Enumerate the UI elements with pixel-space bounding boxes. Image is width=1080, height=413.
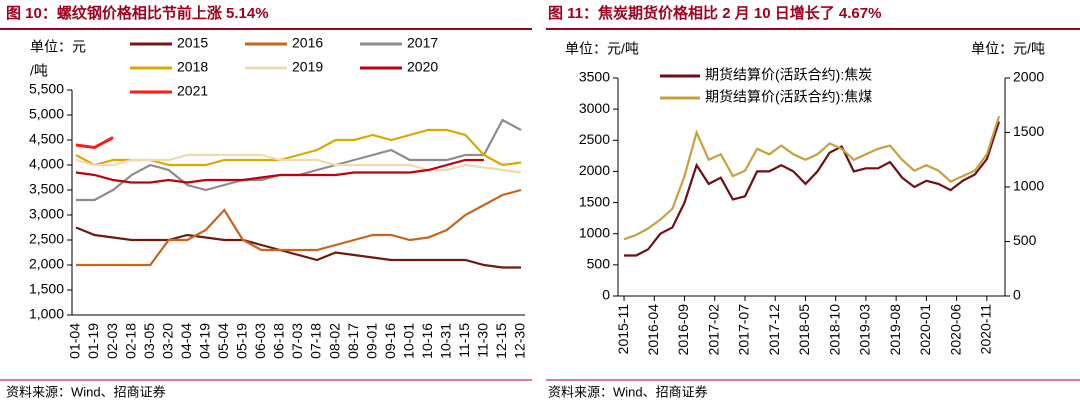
- x-tick-label: 11-15: [456, 323, 472, 358]
- y-tick-label: 3,000: [29, 206, 64, 222]
- y2-unit: 单位：元/吨: [971, 41, 1045, 57]
- y2-tick-label: 1500: [1013, 123, 1044, 139]
- x-tick-label: 07-03: [289, 323, 305, 359]
- y-tick-label: 1000: [579, 224, 610, 240]
- y2-tick-label: 0: [1013, 287, 1021, 303]
- legend-label: 期货结算价(活跃合约):焦炭: [705, 67, 872, 83]
- legend-label: 2020: [407, 59, 438, 75]
- x-tick-label: 2017-02: [705, 304, 721, 356]
- y2-tick-label: 2000: [1013, 69, 1044, 85]
- chart-title: 图 11：焦炭期货价格相比 2 月 10 日增长了 4.67%: [548, 4, 881, 22]
- y2-tick-label: 500: [1013, 232, 1037, 248]
- x-tick-label: 05-04: [215, 323, 231, 359]
- y-tick-label: 2,500: [29, 231, 64, 247]
- x-tick-label: 08-02: [326, 323, 342, 359]
- y-tick-label: 0: [602, 287, 610, 303]
- y-tick-label: 1500: [579, 193, 610, 209]
- x-tick-label: 2018-05: [796, 304, 812, 356]
- x-tick-label: 2017-12: [766, 304, 782, 356]
- x-tick-label: 08-17: [345, 323, 361, 359]
- y-unit: /吨: [30, 63, 48, 79]
- x-tick-label: 10-16: [419, 323, 435, 359]
- x-tick-label: 2017-07: [736, 304, 752, 356]
- series-line: [75, 153, 522, 174]
- x-tick-label: 2020-11: [978, 304, 994, 355]
- y-tick-label: 3500: [579, 69, 610, 85]
- y-unit: 单位：元/吨: [565, 41, 639, 57]
- x-tick-label: 12-30: [512, 323, 528, 359]
- legend-label: 2017: [407, 35, 438, 51]
- x-tick-label: 2016-04: [645, 304, 661, 356]
- y-tick-label: 5,000: [29, 106, 64, 122]
- legend-label: 2018: [177, 59, 208, 75]
- x-tick-label: 04-19: [196, 323, 212, 359]
- series-line: [624, 121, 1001, 257]
- x-tick-label: 11-30: [475, 323, 491, 358]
- x-tick-label: 10-01: [400, 323, 416, 359]
- x-tick-label: 2015-11: [615, 304, 631, 355]
- x-tick-label: 2020-06: [947, 304, 963, 356]
- legend-label: 2016: [292, 35, 323, 51]
- y2-tick-label: 1000: [1013, 178, 1044, 194]
- x-tick-label: 09-16: [382, 323, 398, 359]
- legend-label: 2015: [177, 35, 208, 51]
- x-tick-label: 03-05: [141, 323, 157, 359]
- y-tick-label: 1,500: [29, 281, 64, 297]
- y-tick-label: 500: [587, 256, 611, 272]
- y-tick-label: 5,500: [29, 81, 64, 97]
- x-tick-label: 03-20: [159, 323, 175, 359]
- x-tick-label: 07-18: [308, 323, 324, 359]
- y-tick-label: 2000: [579, 162, 610, 178]
- y-tick-label: 1,000: [29, 306, 64, 322]
- series-line: [75, 158, 484, 184]
- series-line: [623, 115, 1001, 241]
- x-tick-label: 2018-10: [826, 304, 842, 356]
- x-tick-label: 04-04: [178, 323, 194, 359]
- chart-title: 图 10：螺纹钢价格相比节前上涨 5.14%: [6, 4, 269, 22]
- series-line: [75, 136, 114, 150]
- x-tick-label: 12-15: [493, 323, 509, 359]
- x-tick-label: 06-03: [252, 323, 268, 359]
- source: 资料来源：Wind、招商证券: [548, 384, 708, 399]
- y-tick-label: 4,000: [29, 156, 64, 172]
- legend-label: 2021: [177, 83, 208, 99]
- source: 资料来源：Wind、招商证券: [6, 384, 166, 399]
- x-tick-label: 05-19: [234, 323, 250, 359]
- y-tick-label: 3000: [579, 100, 610, 116]
- series-line: [76, 188, 522, 267]
- x-tick-label: 10-31: [438, 323, 454, 359]
- x-tick-label: 2016-09: [675, 304, 691, 356]
- y-tick-label: 2500: [579, 131, 610, 147]
- x-tick-label: 2020-01: [917, 304, 933, 356]
- y-tick-label: 2,000: [29, 256, 64, 272]
- x-tick-label: 01-04: [67, 323, 83, 359]
- x-tick-label: 02-18: [122, 323, 138, 359]
- x-tick-label: 02-03: [104, 323, 120, 359]
- y-tick-label: 3,500: [29, 181, 64, 197]
- x-tick-label: 06-18: [271, 323, 287, 359]
- x-tick-label: 01-19: [85, 323, 101, 359]
- x-tick-label: 2019-03: [857, 304, 873, 356]
- x-tick-label: 09-01: [363, 323, 379, 359]
- legend-label: 期货结算价(活跃合约):焦煤: [705, 89, 872, 105]
- y-unit: 单位：元: [30, 39, 86, 55]
- series-line: [75, 226, 521, 269]
- x-tick-label: 2019-08: [887, 304, 903, 356]
- legend-label: 2019: [292, 59, 323, 75]
- y-tick-label: 4,500: [29, 131, 64, 147]
